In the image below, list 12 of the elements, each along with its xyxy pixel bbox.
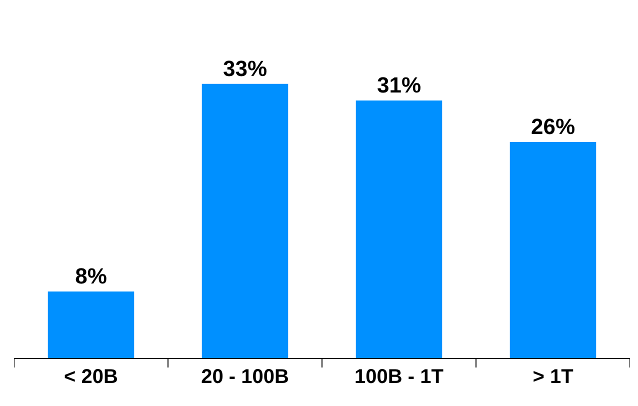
data-label: 31% <box>376 72 422 98</box>
data-label: 26% <box>530 114 576 140</box>
x-tick-label: 20 - 100B <box>201 366 289 388</box>
bar <box>510 142 596 358</box>
bar <box>48 292 134 358</box>
x-tick-label: 100B - 1T <box>354 366 444 388</box>
x-tick-label: > 1T <box>532 366 574 388</box>
data-label: 8% <box>75 264 107 289</box>
bar <box>356 100 442 358</box>
data-label: 33% <box>222 56 268 81</box>
x-tick-label: < 20B <box>64 366 118 388</box>
bar <box>202 84 288 358</box>
